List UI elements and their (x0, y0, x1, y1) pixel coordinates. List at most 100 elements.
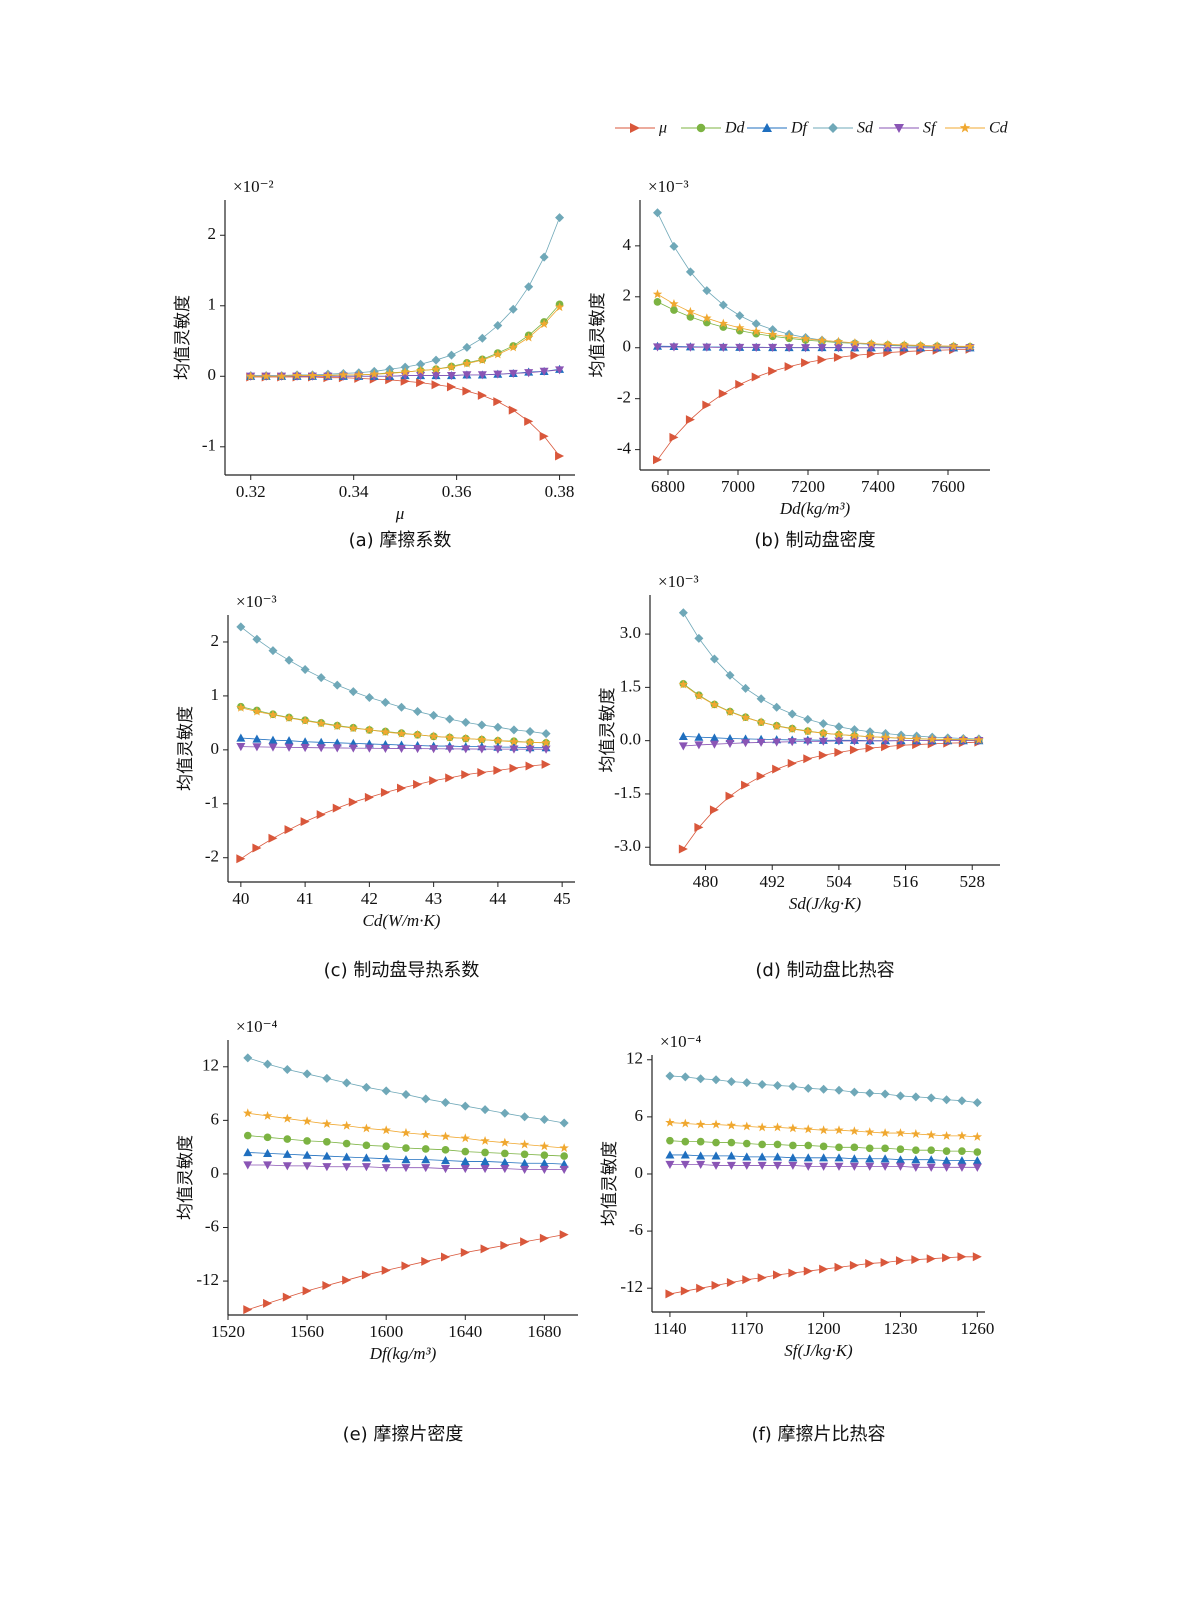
data-point (342, 1078, 352, 1088)
data-point (361, 1123, 372, 1133)
data-point (441, 1098, 451, 1107)
data-point (246, 371, 256, 381)
data-point (300, 664, 310, 674)
data-point (850, 337, 860, 347)
data-point (508, 342, 518, 352)
data-point (361, 1270, 371, 1280)
data-point (493, 370, 503, 379)
data-point (757, 1080, 767, 1090)
axis-scale: ×10⁻³ (236, 592, 277, 611)
data-point (316, 737, 326, 746)
data-point (784, 362, 794, 372)
data-point (865, 1154, 875, 1163)
data-point (880, 1154, 890, 1163)
data-point (652, 289, 663, 299)
data-point (768, 366, 778, 376)
data-point (849, 1154, 859, 1163)
data-point (653, 455, 662, 465)
data-point (243, 1161, 253, 1170)
y-tick-label: -1.5 (614, 783, 641, 802)
data-point (803, 1083, 813, 1093)
x-tick-label: 6800 (651, 477, 685, 496)
data-point (702, 313, 712, 323)
data-point (726, 1077, 736, 1087)
data-point (880, 732, 891, 742)
data-point (539, 367, 549, 376)
data-point (957, 1156, 967, 1165)
data-point (696, 1160, 706, 1169)
data-point (742, 1078, 752, 1088)
data-point (445, 745, 455, 754)
data-point (849, 1126, 860, 1136)
data-point (757, 1152, 767, 1161)
data-point (524, 282, 534, 292)
y-tick-label: -12 (196, 1270, 219, 1289)
data-point (709, 733, 719, 742)
data-point (883, 344, 893, 353)
data-point (500, 1137, 510, 1147)
data-point (819, 1264, 829, 1274)
series-line (240, 764, 547, 860)
data-point (678, 608, 688, 618)
data-point (302, 1069, 312, 1079)
data-point (541, 737, 551, 747)
data-point (539, 1141, 550, 1151)
data-point (263, 1059, 273, 1069)
data-point (263, 1298, 273, 1308)
data-point (500, 1108, 510, 1118)
data-point (402, 1144, 410, 1152)
data-point (500, 1157, 510, 1166)
data-point (942, 1163, 952, 1172)
data-point (341, 1120, 352, 1130)
data-point (525, 745, 535, 754)
y-tick-label: 0 (635, 1163, 644, 1182)
data-point (446, 382, 456, 392)
data-point (262, 1110, 273, 1120)
data-point (380, 697, 390, 707)
data-point (727, 1138, 736, 1147)
data-point (441, 1145, 450, 1154)
data-point (773, 1152, 783, 1161)
data-point (943, 734, 953, 744)
data-point (669, 432, 679, 442)
data-point (735, 311, 745, 321)
series-line (683, 740, 979, 747)
data-point (818, 1125, 829, 1135)
data-point (493, 745, 503, 754)
data-point (462, 358, 472, 368)
axis-scale: ×10⁻⁴ (236, 1017, 278, 1036)
data-point (348, 687, 358, 697)
data-point (804, 1141, 813, 1150)
data-point (741, 739, 751, 748)
data-point (276, 371, 287, 381)
data-point (773, 1161, 783, 1170)
data-point (680, 1072, 690, 1082)
y-tick-label: 0 (208, 365, 217, 384)
data-point (895, 1128, 906, 1138)
data-point (493, 735, 503, 745)
data-point (941, 1130, 952, 1140)
data-point (348, 723, 359, 733)
data-point (397, 783, 406, 793)
data-point (866, 338, 877, 348)
data-point (381, 1265, 391, 1275)
series-line (240, 746, 547, 750)
data-point (461, 733, 471, 743)
data-point (541, 759, 551, 769)
x-tick-label: 1520 (211, 1322, 245, 1341)
legend-label: Cd (989, 120, 1009, 137)
data-point (268, 743, 278, 752)
data-point (834, 1162, 844, 1171)
data-point (865, 1127, 875, 1137)
caption: (d) 制动盘比热容 (755, 960, 894, 981)
data-point (801, 344, 811, 353)
y-tick-label: 4 (623, 235, 632, 254)
y-tick-label: 1 (208, 295, 217, 314)
data-point (323, 370, 333, 380)
x-tick-label: 1640 (448, 1322, 482, 1341)
legend-label: Sd (857, 120, 874, 137)
data-point (416, 359, 426, 369)
data-point (236, 733, 246, 742)
data-point (899, 339, 909, 349)
data-point (834, 747, 844, 757)
